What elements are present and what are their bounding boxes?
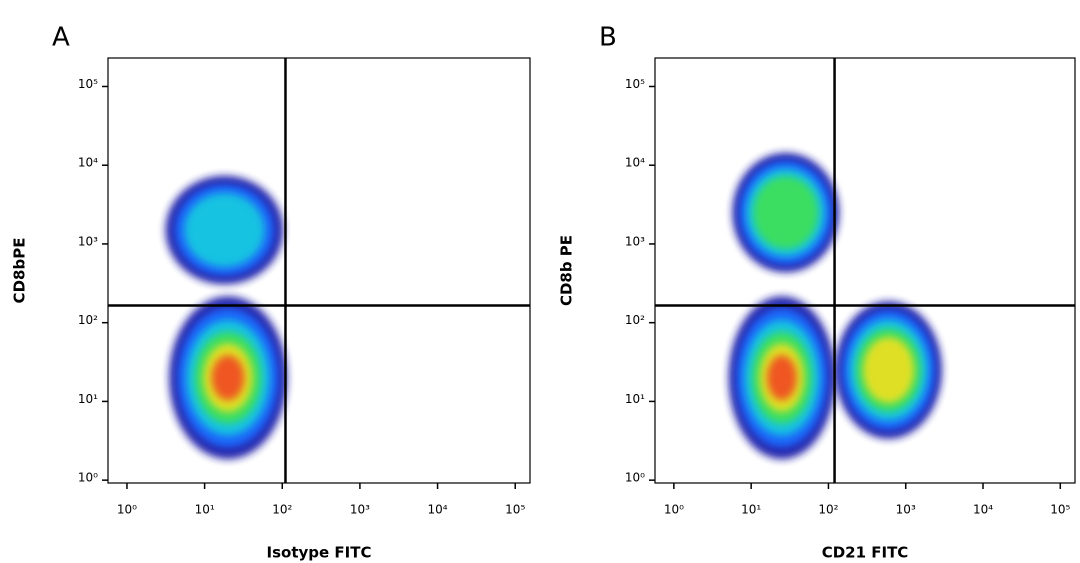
x-tick-label: 10¹	[741, 503, 761, 517]
x-tick-label: 10⁰	[664, 503, 684, 517]
density-layer	[165, 175, 287, 460]
y-tick-label: 10³	[78, 234, 98, 248]
x-tick-label: 10⁰	[117, 503, 137, 517]
y-axis-label: CD8bPE	[11, 238, 29, 304]
population-contour	[767, 355, 797, 401]
x-tick-label: 10²	[818, 503, 838, 517]
y-tick-label: 10⁴	[625, 156, 645, 170]
y-axis-label: CD8b PE	[558, 235, 576, 306]
x-axis-label: CD21 FITC	[822, 544, 909, 562]
x-tick-label: 10³	[896, 503, 916, 517]
x-axis-label: Isotype FITC	[267, 544, 372, 562]
x-tick-label: 10⁵	[1050, 503, 1070, 517]
panel-label: A	[52, 23, 70, 53]
y-tick-label: 10²	[78, 313, 98, 327]
y-tick-label: 10⁵	[625, 77, 645, 91]
x-tick-label: 10³	[350, 503, 370, 517]
population-contour	[863, 337, 915, 403]
y-tick-label: 10⁰	[78, 471, 98, 485]
y-tick-label: 10⁰	[625, 471, 645, 485]
x-tick-label: 10⁴	[428, 503, 448, 517]
plot-frame	[107, 57, 531, 484]
x-tick-label: 10¹	[195, 503, 215, 517]
y-tick-label: 10¹	[625, 392, 645, 406]
y-tick-label: 10⁴	[78, 156, 98, 170]
y-tick-label: 10¹	[78, 392, 98, 406]
y-tick-label: 10⁵	[78, 77, 98, 91]
population-contour	[184, 193, 265, 268]
y-tick-label: 10³	[625, 234, 645, 248]
density-layer	[728, 152, 942, 460]
population-contour	[753, 176, 819, 249]
x-tick-label: 10²	[272, 503, 292, 517]
x-tick-label: 10⁵	[505, 503, 525, 517]
plot-frame	[654, 57, 1076, 484]
panel-label: B	[599, 23, 617, 53]
population-contour	[211, 355, 245, 401]
y-tick-label: 10²	[625, 313, 645, 327]
x-tick-label: 10⁴	[973, 503, 993, 517]
